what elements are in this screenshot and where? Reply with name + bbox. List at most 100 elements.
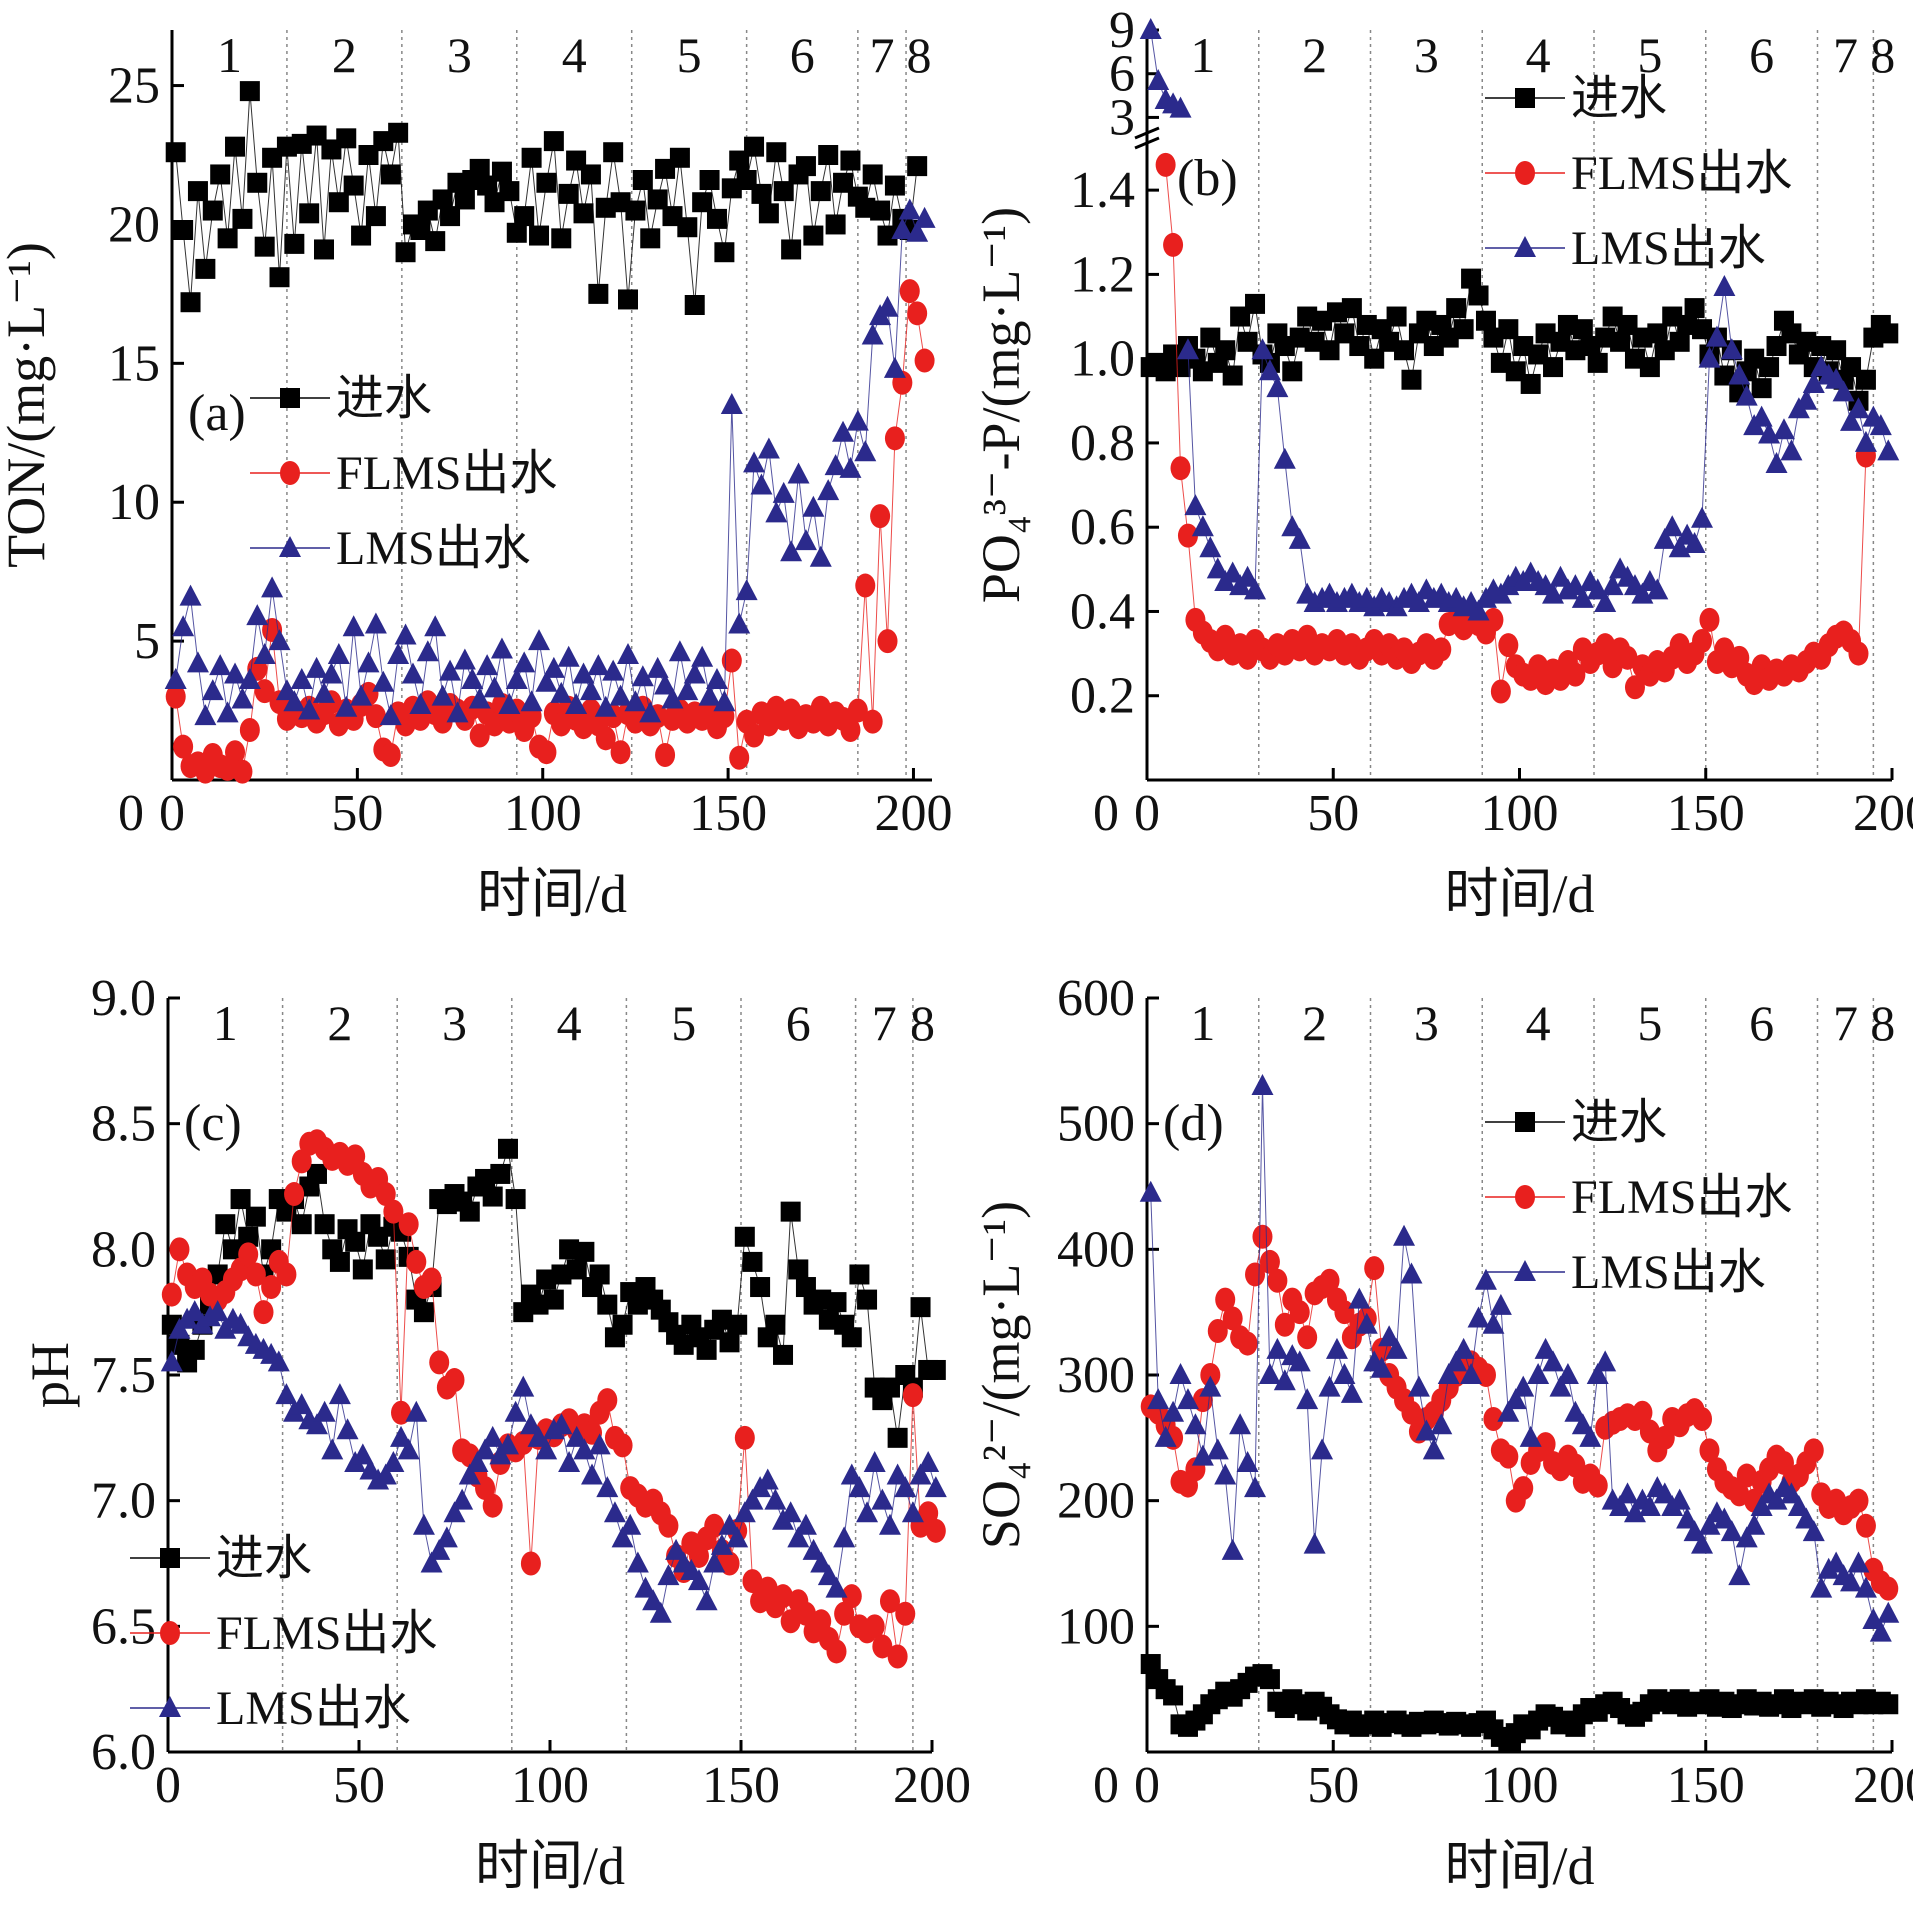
data-point <box>1571 1413 1594 1435</box>
data-point <box>451 1488 474 1510</box>
data-point <box>872 1634 893 1659</box>
data-point <box>1728 1564 1751 1586</box>
data-point <box>529 225 550 246</box>
data-point <box>1498 1444 1519 1469</box>
data-point <box>1139 18 1162 39</box>
data-point <box>1646 578 1669 600</box>
data-point <box>380 743 401 767</box>
data-point <box>1878 1694 1899 1715</box>
data-point <box>535 670 558 692</box>
data-point <box>841 1327 862 1348</box>
data-point <box>1446 298 1467 319</box>
data-point <box>855 573 876 598</box>
data-point <box>374 1463 397 1485</box>
data-point <box>676 679 699 701</box>
data-point <box>1825 367 1848 389</box>
data-point <box>751 183 772 204</box>
data-point <box>657 1564 680 1586</box>
data-point <box>824 454 847 476</box>
data-point <box>1407 1375 1430 1397</box>
data-point <box>401 662 424 684</box>
data-point <box>283 690 306 712</box>
data-point <box>357 651 380 673</box>
data-point <box>1297 1325 1318 1350</box>
data-point <box>428 1538 451 1560</box>
data-point <box>914 348 935 373</box>
data-point <box>1855 369 1876 390</box>
legend-marker <box>280 388 300 408</box>
data-point <box>1176 1388 1199 1410</box>
data-point <box>1386 306 1407 327</box>
data-point <box>833 1526 856 1548</box>
y-tick-label: 20 <box>108 196 160 253</box>
data-point <box>647 189 668 210</box>
data-point <box>794 529 817 551</box>
data-point <box>884 175 905 196</box>
legend-label: LMS出水 <box>1571 222 1766 275</box>
data-point <box>705 668 728 689</box>
data-point <box>765 501 788 523</box>
data-point <box>757 437 780 459</box>
data-point <box>327 643 350 664</box>
data-point <box>335 695 358 717</box>
data-point <box>551 228 572 249</box>
data-point <box>520 690 543 712</box>
data-point <box>721 648 742 673</box>
data-point <box>818 145 839 165</box>
data-point <box>484 712 505 737</box>
data-point <box>169 1237 190 1262</box>
data-point <box>718 1513 741 1535</box>
data-point <box>1318 1375 1341 1397</box>
data-point <box>1281 515 1304 537</box>
data-point <box>733 1501 756 1523</box>
legend-marker <box>160 1621 180 1645</box>
data-point <box>1259 1669 1280 1690</box>
data-point <box>646 656 669 678</box>
data-point <box>550 681 573 703</box>
data-point <box>1163 232 1184 257</box>
data-point <box>826 1292 847 1313</box>
y-tick-label: 10 <box>108 474 160 531</box>
phase-label: 7 <box>1833 995 1858 1051</box>
data-point <box>627 1294 648 1315</box>
data-point <box>839 456 862 478</box>
data-point <box>1862 1608 1885 1630</box>
data-point <box>482 1493 503 1518</box>
data-point <box>1191 515 1214 537</box>
data-point <box>1795 1507 1818 1529</box>
y-tick-label: 5 <box>134 613 160 670</box>
data-point <box>1535 1432 1556 1457</box>
data-point <box>498 693 521 714</box>
data-point <box>1251 1073 1274 1095</box>
y-tick-label: 1.0 <box>1070 331 1135 388</box>
data-point <box>350 684 373 706</box>
data-point <box>609 684 632 706</box>
data-point <box>634 1576 657 1598</box>
data-point <box>854 440 877 462</box>
data-point <box>239 718 260 742</box>
x-tick-label: 50 <box>1307 1757 1359 1814</box>
data-point <box>891 218 914 239</box>
phase-label: 6 <box>1749 27 1774 83</box>
data-point <box>714 242 735 263</box>
x-axis-title: 时间/d <box>1444 1836 1594 1896</box>
data-point <box>173 734 194 759</box>
data-point <box>321 1438 344 1460</box>
data-point <box>454 189 475 210</box>
data-point <box>1572 319 1593 340</box>
data-point <box>809 545 832 567</box>
data-point <box>720 393 743 414</box>
x-tick-label: 100 <box>1481 785 1559 842</box>
data-point <box>1668 1488 1691 1510</box>
data-point <box>841 1584 862 1609</box>
data-point <box>1825 1551 1848 1573</box>
phase-label: 1 <box>1190 27 1215 83</box>
data-point <box>179 584 202 606</box>
data-point <box>513 1302 534 1323</box>
data-point <box>1534 1337 1557 1359</box>
data-point <box>669 147 690 168</box>
data-point <box>1206 1438 1229 1460</box>
data-point <box>811 1289 832 1310</box>
y-tick-label: 25 <box>108 58 160 115</box>
data-point <box>345 1144 366 1169</box>
